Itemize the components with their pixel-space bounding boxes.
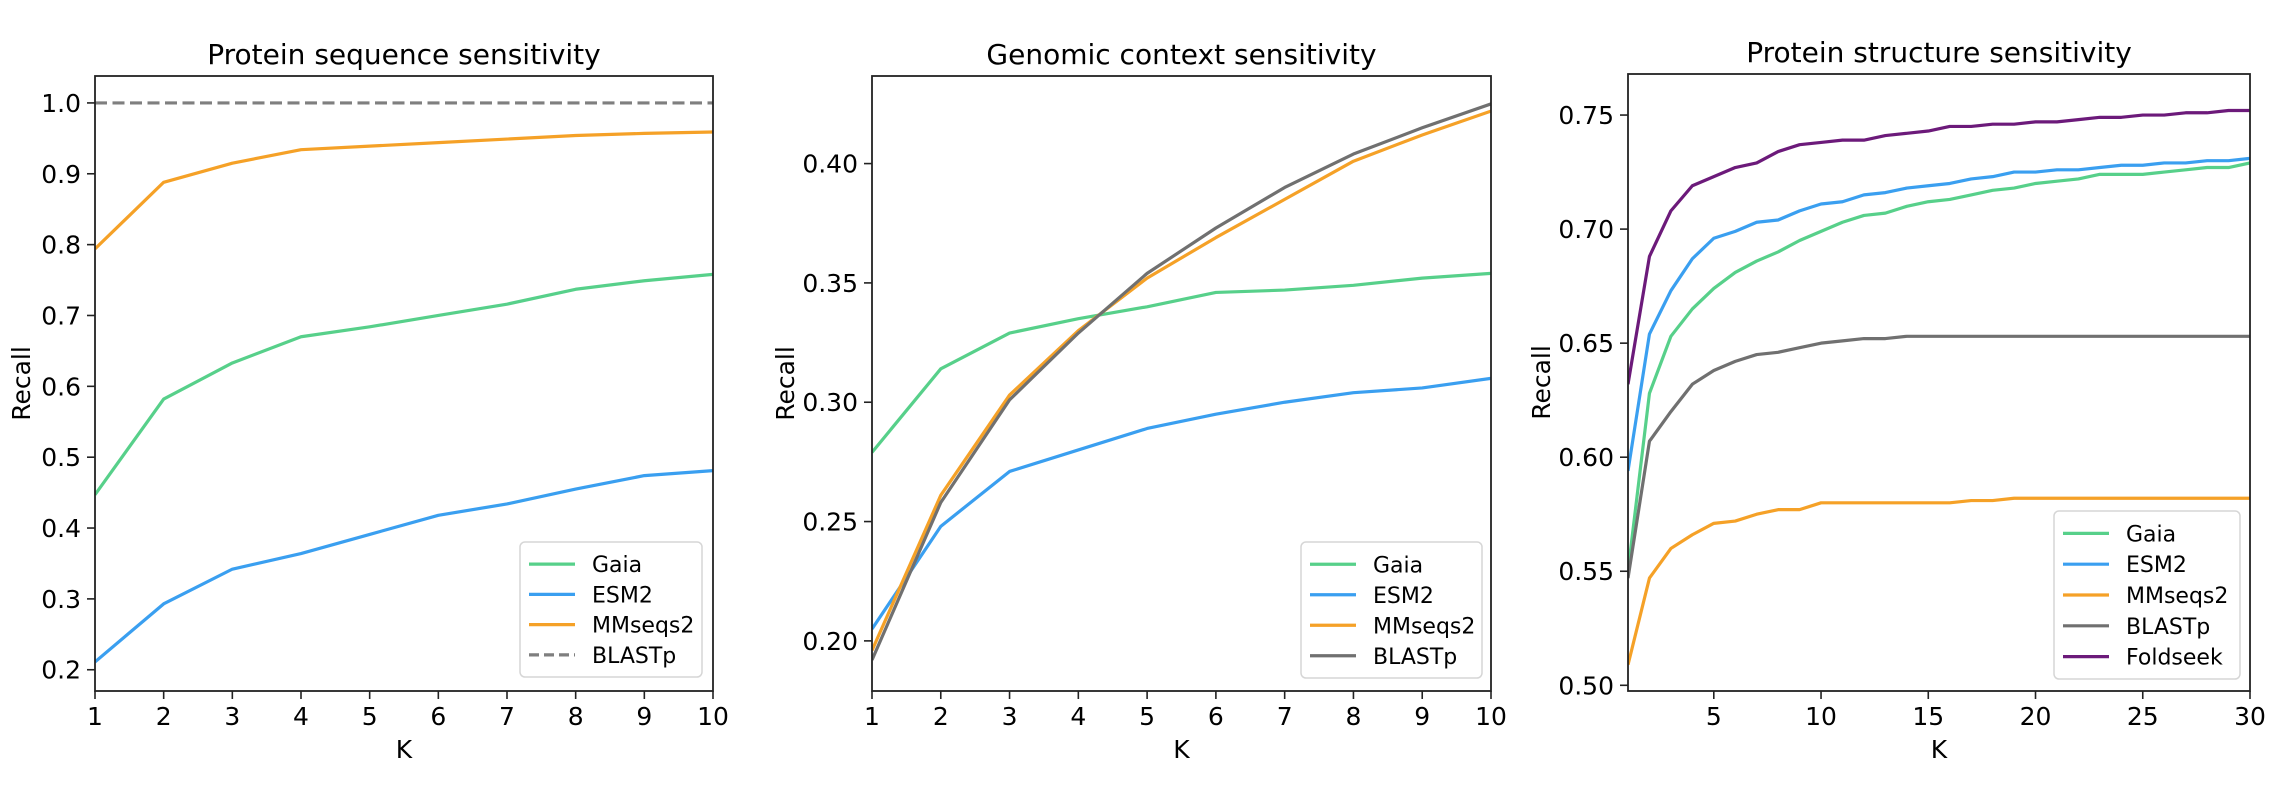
x-tick-label: 25 (2127, 702, 2159, 731)
y-tick-label: 0.20 (802, 627, 858, 656)
x-tick-label: 7 (1277, 702, 1293, 731)
legend-label-gaia: Gaia (1373, 553, 1423, 578)
legend-label-mmseqs2: MMseqs2 (592, 614, 694, 639)
axes-frame (871, 75, 1492, 692)
panel-protein-structure-sensitivity: 5 10 15 20 25 30 0.50 0.55 0.60 0.65 0.70 0.75 Prote… (1527, 36, 2266, 764)
x-tick-label: 4 (1070, 702, 1086, 731)
y-axis-label: Recall (771, 346, 800, 421)
y-tick-label: 0.65 (1558, 329, 1614, 358)
y-tick-label: 0.2 (41, 656, 81, 685)
panel-genomic-context-sensitivity: 1 2 3 4 5 6 7 8 9 10 0.20 0.25 0.30 0.35 0.40 Genomic c… (771, 38, 1507, 764)
line-gaia (872, 271, 1491, 454)
x-tick-label: 3 (224, 702, 240, 731)
legend-label-mmseqs2: MMseqs2 (2126, 584, 2228, 609)
x-tick-label: 2 (156, 702, 172, 731)
y-tick-label: 1.0 (41, 89, 81, 118)
legend: Gaia ESM2 MMseqs2 BLASTp Foldseek (2053, 510, 2241, 680)
line-gaia (95, 272, 713, 496)
axes-frame (94, 75, 714, 692)
x-tick-label: 5 (362, 702, 378, 731)
x-tick-label: 4 (293, 702, 309, 731)
line-blastp (872, 102, 1491, 661)
x-tick-label: 6 (1208, 702, 1224, 731)
y-tick-label: 0.3 (41, 585, 81, 614)
y-tick-label: 0.7 (41, 301, 81, 330)
x-tick-label: 7 (499, 702, 515, 731)
x-tick-label: 9 (636, 702, 652, 731)
x-tick-label: 10 (1805, 702, 1837, 731)
line-esm2 (95, 469, 713, 664)
x-axis-label: K (1931, 735, 1948, 764)
y-tick-label: 0.8 (41, 231, 81, 260)
y-tick-label: 0.9 (41, 160, 81, 189)
y-tick-label: 0.60 (1558, 443, 1614, 472)
panel-protein-sequence-sensitivity: 1 2 3 4 5 6 7 8 9 10 0.2 0.3 0.4 0.5 0.6 0.7 0.8 0.9 1.0 Pr… (7, 38, 729, 764)
axes-frame (1627, 73, 2251, 692)
x-tick-label: 10 (697, 702, 729, 731)
panel-title: Protein structure sensitivity (1746, 36, 2132, 69)
legend-label-esm2: ESM2 (592, 583, 653, 608)
x-tick-label: 6 (430, 702, 446, 731)
x-tick-label: 2 (933, 702, 949, 731)
x-tick-label: 1 (864, 702, 880, 731)
y-tick-label: 0.75 (1558, 101, 1614, 130)
y-tick-label: 0.40 (802, 150, 858, 179)
x-tick-label: 8 (568, 702, 584, 731)
line-mmseqs2 (1628, 496, 2250, 666)
series-group (95, 101, 713, 664)
line-foldseek (1628, 108, 2250, 385)
legend-box (1300, 541, 1483, 679)
line-mmseqs2 (95, 130, 713, 251)
y-tick-label: 0.70 (1558, 215, 1614, 244)
x-axis-label: K (396, 735, 413, 764)
legend: Gaia ESM2 MMseqs2 BLASTp (1300, 541, 1483, 679)
legend: Gaia ESM2 MMseqs2 BLASTp (519, 541, 703, 678)
x-tick-label: 5 (1139, 702, 1155, 731)
y-axis-label: Recall (1527, 345, 1556, 420)
legend-label-esm2: ESM2 (2126, 553, 2187, 578)
x-tick-label: 8 (1345, 702, 1361, 731)
line-blastp (1628, 334, 2250, 579)
x-tick-label: 1 (87, 702, 103, 731)
y-tick-label: 0.30 (802, 388, 858, 417)
x-tick-label: 3 (1002, 702, 1018, 731)
legend-label-foldseek: Foldseek (2126, 646, 2223, 671)
x-tick-label: 20 (2020, 702, 2052, 731)
line-gaia (1628, 161, 2250, 572)
legend-label-gaia: Gaia (2126, 522, 2176, 547)
legend-label-blastp: BLASTp (592, 644, 676, 669)
panel-title: Protein sequence sensitivity (207, 38, 600, 71)
y-tick-label: 0.55 (1558, 557, 1614, 586)
x-axis-label: K (1173, 735, 1190, 764)
legend-box (519, 541, 703, 678)
y-tick-label: 0.50 (1558, 671, 1614, 700)
legend-label-esm2: ESM2 (1373, 584, 1434, 609)
y-tick-label: 0.4 (41, 514, 81, 543)
y-axis-label: Recall (7, 346, 36, 421)
legend-label-mmseqs2: MMseqs2 (1373, 614, 1475, 639)
y-tick-label: 0.25 (802, 508, 858, 537)
x-tick-label: 30 (2234, 702, 2266, 731)
x-tick-label: 5 (1706, 702, 1722, 731)
legend-label-blastp: BLASTp (2126, 615, 2210, 640)
y-tick-label: 0.35 (802, 269, 858, 298)
legend-box (2053, 510, 2241, 680)
x-tick-label: 9 (1414, 702, 1430, 731)
y-tick-label: 0.6 (41, 372, 81, 401)
line-mmseqs2 (872, 109, 1491, 652)
x-tick-label: 10 (1475, 702, 1507, 731)
line-esm2 (1628, 156, 2250, 472)
legend-label-gaia: Gaia (592, 553, 642, 578)
series-group (872, 102, 1491, 661)
series-group (1628, 108, 2250, 666)
x-tick-label: 15 (1912, 702, 1944, 731)
legend-label-blastp: BLASTp (1373, 645, 1457, 670)
line-esm2 (872, 376, 1491, 630)
y-tick-label: 0.5 (41, 443, 81, 472)
panel-title: Genomic context sensitivity (986, 38, 1376, 71)
